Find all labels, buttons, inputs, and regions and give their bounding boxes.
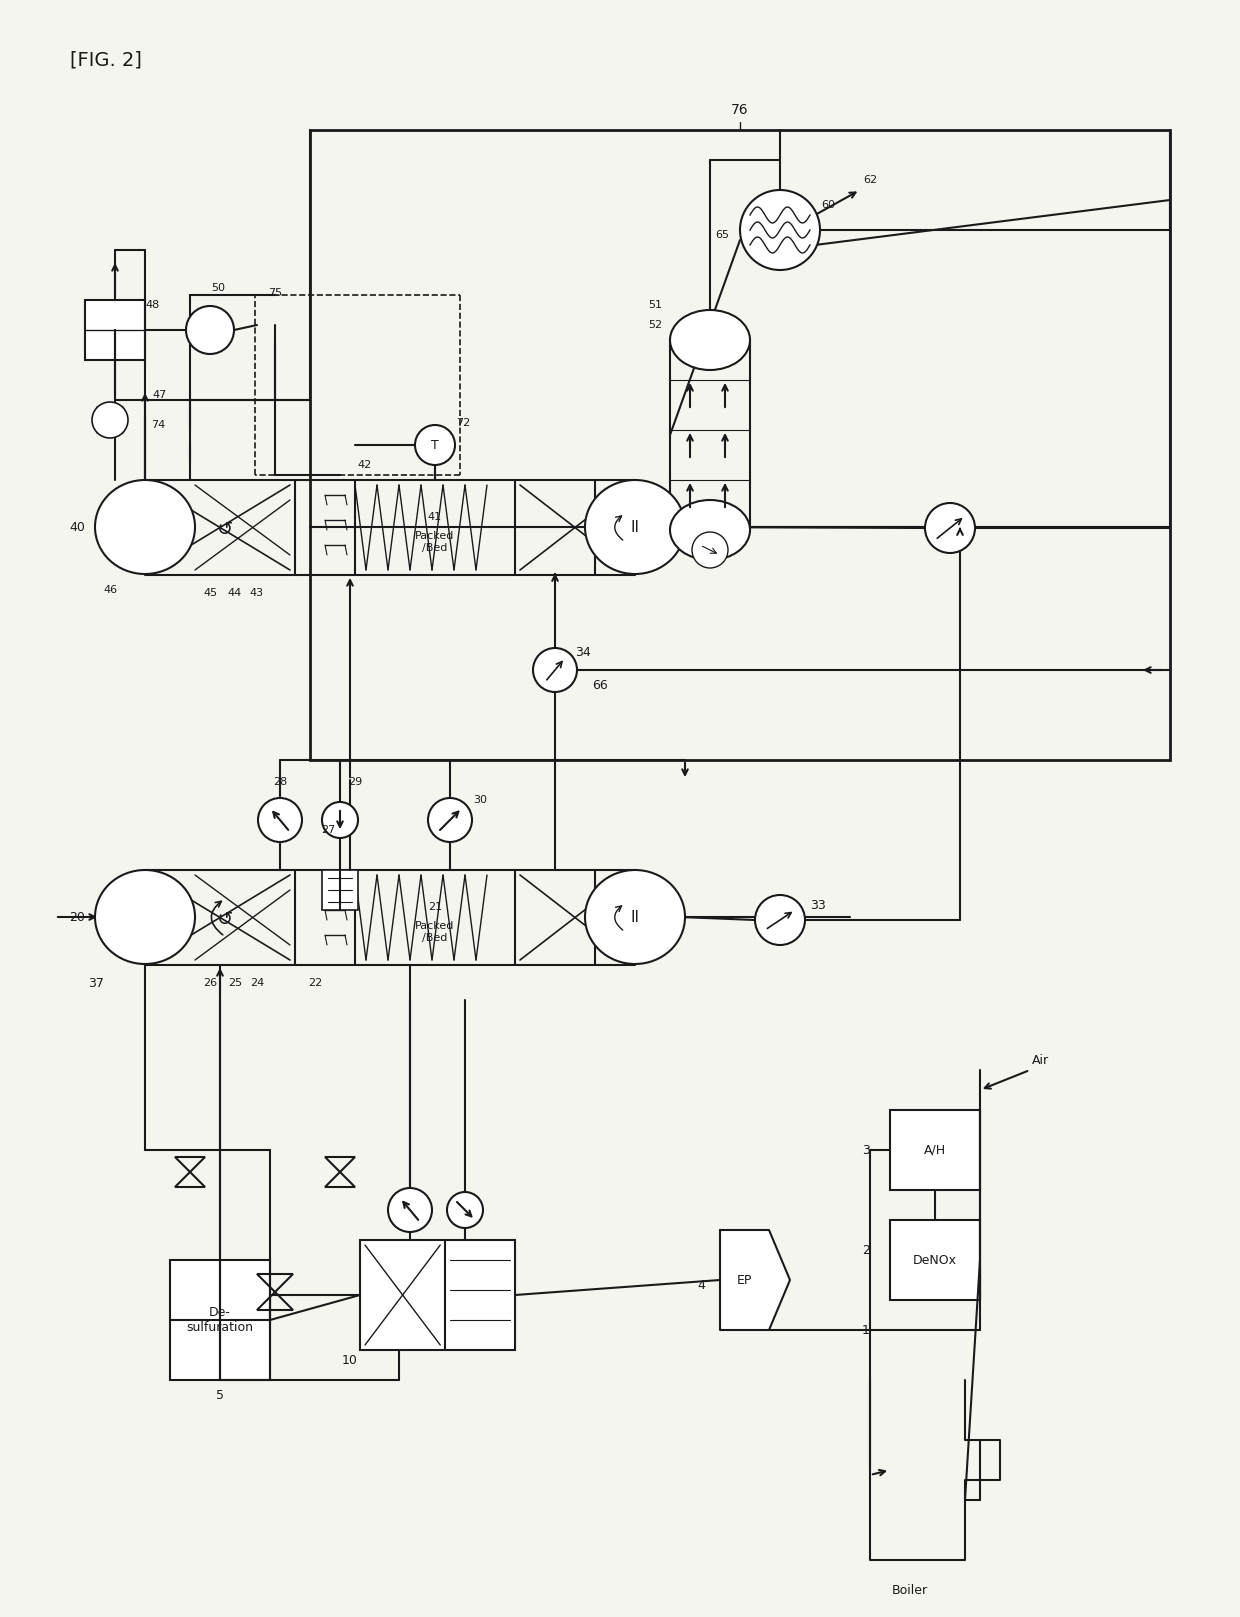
Text: 75: 75	[268, 288, 281, 298]
Text: 29: 29	[348, 778, 362, 787]
Ellipse shape	[95, 480, 195, 574]
Text: 33: 33	[810, 899, 826, 912]
Text: T: T	[432, 438, 439, 451]
Circle shape	[428, 799, 472, 842]
Text: II: II	[630, 909, 640, 925]
Text: 41: 41	[428, 513, 443, 522]
Text: 43: 43	[250, 589, 264, 598]
Text: 3: 3	[862, 1143, 870, 1156]
Text: 74: 74	[151, 420, 165, 430]
Circle shape	[755, 894, 805, 944]
Text: 50: 50	[211, 283, 224, 293]
Text: EP: EP	[737, 1274, 753, 1287]
Text: Packed
/Bed: Packed /Bed	[415, 922, 455, 943]
Circle shape	[740, 191, 820, 270]
Text: ↺: ↺	[217, 909, 233, 928]
Text: Packed
/Bed: Packed /Bed	[415, 532, 455, 553]
Text: 25: 25	[228, 978, 242, 988]
Text: 26: 26	[203, 978, 217, 988]
Text: 60: 60	[821, 201, 835, 210]
Text: 52: 52	[649, 320, 662, 330]
Circle shape	[322, 802, 358, 838]
Text: 10: 10	[342, 1353, 358, 1366]
Text: 30: 30	[472, 796, 487, 805]
Text: 34: 34	[575, 645, 591, 658]
Text: 20: 20	[69, 910, 86, 923]
Circle shape	[533, 648, 577, 692]
Text: ↺: ↺	[217, 519, 233, 538]
Text: 72: 72	[456, 419, 470, 429]
Text: De-
sulfuration: De- sulfuration	[186, 1307, 253, 1334]
Bar	[310, 129, 1171, 760]
Bar	[890, 1109, 980, 1190]
Text: 42: 42	[358, 459, 372, 471]
Text: 37: 37	[88, 977, 104, 990]
Bar	[170, 1260, 270, 1379]
Text: 46: 46	[103, 585, 117, 595]
Circle shape	[186, 306, 234, 354]
Ellipse shape	[670, 500, 750, 559]
Text: 24: 24	[250, 978, 264, 988]
Circle shape	[692, 532, 728, 568]
Circle shape	[258, 799, 303, 842]
Text: 66: 66	[593, 679, 608, 692]
Polygon shape	[720, 1231, 790, 1331]
Text: 62: 62	[863, 175, 877, 184]
Text: II: II	[630, 519, 640, 535]
Text: Boiler: Boiler	[892, 1583, 928, 1596]
Bar	[86, 301, 145, 361]
Text: 76: 76	[732, 103, 749, 116]
Bar	[322, 870, 358, 910]
Bar	[890, 1219, 980, 1300]
Ellipse shape	[585, 480, 684, 574]
Circle shape	[925, 503, 975, 553]
Text: DeNOx: DeNOx	[913, 1253, 957, 1266]
Text: Air: Air	[1032, 1054, 1049, 1067]
Circle shape	[415, 425, 455, 466]
Circle shape	[92, 403, 128, 438]
Text: 22: 22	[308, 978, 322, 988]
Text: 40: 40	[69, 521, 86, 534]
Ellipse shape	[585, 870, 684, 964]
Text: 47: 47	[153, 390, 167, 399]
Text: 48: 48	[146, 301, 160, 310]
Text: 1: 1	[862, 1323, 870, 1337]
Text: 28: 28	[273, 778, 288, 787]
Text: 21: 21	[428, 902, 443, 912]
Text: [FIG. 2]: [FIG. 2]	[69, 50, 141, 70]
Ellipse shape	[95, 870, 195, 964]
Bar	[360, 1240, 515, 1350]
Text: 44: 44	[228, 589, 242, 598]
Text: 4: 4	[697, 1279, 706, 1292]
Text: 51: 51	[649, 301, 662, 310]
Text: 2: 2	[862, 1243, 870, 1256]
Text: A/H: A/H	[924, 1143, 946, 1156]
Text: 65: 65	[715, 230, 729, 239]
Text: 45: 45	[203, 589, 217, 598]
Circle shape	[446, 1192, 484, 1227]
Circle shape	[388, 1188, 432, 1232]
Text: 5: 5	[216, 1389, 224, 1402]
Text: 27: 27	[321, 825, 335, 834]
Ellipse shape	[670, 310, 750, 370]
